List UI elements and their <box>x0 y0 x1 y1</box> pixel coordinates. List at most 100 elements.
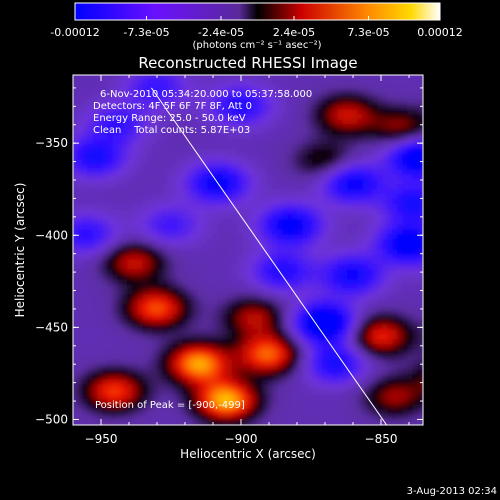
heatmap-cell <box>317 364 324 371</box>
heatmap-cell <box>112 114 119 121</box>
heatmap-cell <box>107 384 114 391</box>
heatmap-cell <box>317 124 324 131</box>
heatmap-cell <box>377 374 384 381</box>
heatmap-cell <box>112 234 119 241</box>
heatmap-cell <box>132 299 139 306</box>
heatmap-cell <box>377 319 384 326</box>
heatmap-cell <box>192 174 199 181</box>
heatmap-cell <box>177 289 184 296</box>
heatmap-cell <box>287 229 294 236</box>
heatmap-cell <box>252 119 259 126</box>
heatmap-cell <box>152 244 159 251</box>
heatmap-cell <box>242 234 249 241</box>
heatmap-cell <box>182 359 189 366</box>
heatmap-cell <box>73 354 79 361</box>
heatmap-cell <box>162 379 169 386</box>
heatmap-cell <box>352 164 359 171</box>
heatmap-cell <box>137 229 144 236</box>
heatmap-cell <box>167 189 174 196</box>
heatmap-cell <box>367 75 374 81</box>
heatmap-cell <box>287 154 294 161</box>
heatmap-cell <box>252 354 259 361</box>
heatmap-cell <box>292 184 299 191</box>
heatmap-cell <box>182 329 189 336</box>
heatmap-cell <box>337 239 344 246</box>
heatmap-cell <box>97 279 104 286</box>
heatmap-cell <box>97 274 104 281</box>
heatmap-cell <box>267 124 274 131</box>
heatmap-cell <box>292 259 299 266</box>
heatmap-cell <box>322 199 329 206</box>
heatmap-cell <box>302 94 309 101</box>
heatmap-cell <box>317 409 324 416</box>
heatmap-cell <box>362 109 369 116</box>
heatmap-cell <box>387 279 394 286</box>
heatmap-cell <box>212 229 219 236</box>
heatmap-cell <box>352 309 359 316</box>
heatmap-cell <box>352 219 359 226</box>
heatmap-cell <box>337 344 344 351</box>
heatmap-cell <box>352 189 359 196</box>
heatmap-cell <box>82 314 89 321</box>
heatmap-cell <box>177 124 184 131</box>
heatmap-cell <box>122 139 129 146</box>
heatmap-cell <box>232 75 239 81</box>
heatmap-cell <box>397 144 404 151</box>
heatmap-cell <box>392 249 399 256</box>
heatmap-cell <box>102 204 109 211</box>
heatmap-cell <box>262 214 269 221</box>
heatmap-cell <box>142 139 149 146</box>
heatmap-cell <box>92 394 99 401</box>
heatmap-cell <box>202 309 209 316</box>
heatmap-cell <box>307 184 314 191</box>
heatmap-cell <box>297 344 304 351</box>
heatmap-cell <box>102 104 109 111</box>
heatmap-cell <box>282 404 289 411</box>
heatmap-cell <box>352 129 359 136</box>
heatmap-cell <box>402 409 409 416</box>
heatmap-cell <box>167 284 174 291</box>
heatmap-cell <box>73 229 79 236</box>
heatmap-cell <box>307 394 314 401</box>
heatmap-cell <box>242 239 249 246</box>
heatmap-cell <box>182 114 189 121</box>
heatmap-cell <box>407 239 414 246</box>
heatmap-cell <box>412 84 419 91</box>
heatmap-cell <box>97 329 104 336</box>
heatmap-cell <box>157 124 164 131</box>
heatmap-cell <box>217 149 224 156</box>
heatmap-cell <box>272 319 279 326</box>
heatmap-cell <box>312 129 319 136</box>
heatmap-cell <box>117 319 124 326</box>
heatmap-cell <box>252 134 259 141</box>
heatmap-cell <box>352 299 359 306</box>
heatmap-cell <box>212 394 219 401</box>
heatmap-cell <box>162 159 169 166</box>
heatmap-cell <box>332 169 339 176</box>
heatmap-cell <box>367 184 374 191</box>
heatmap-cell <box>312 119 319 126</box>
heatmap-cell <box>142 134 149 141</box>
heatmap-cell <box>282 409 289 416</box>
heatmap-cell <box>177 304 184 311</box>
heatmap-cell <box>412 409 419 416</box>
heatmap-cell <box>262 339 269 346</box>
heatmap-cell <box>282 229 289 236</box>
heatmap-cell <box>322 274 329 281</box>
heatmap-cell <box>287 219 294 226</box>
heatmap-cell <box>207 164 214 171</box>
heatmap-cell <box>342 75 349 81</box>
heatmap-cell <box>107 314 114 321</box>
heatmap-cell <box>297 169 304 176</box>
heatmap-cell <box>152 179 159 186</box>
heatmap-cell <box>137 194 144 201</box>
heatmap-cell <box>272 389 279 396</box>
heatmap-cell <box>237 414 244 421</box>
heatmap-cell <box>292 394 299 401</box>
heatmap-cell <box>97 204 104 211</box>
heatmap-cell <box>372 394 379 401</box>
heatmap-cell <box>402 384 409 391</box>
heatmap-cell <box>197 149 204 156</box>
heatmap-cell <box>337 159 344 166</box>
heatmap-cell <box>162 94 169 101</box>
